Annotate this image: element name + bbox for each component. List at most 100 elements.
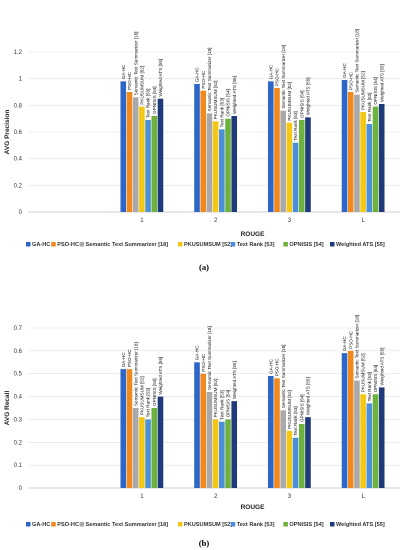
bar-series-label: Weighted ATS [55]: [379, 348, 384, 386]
x-axis-title: ROUGE: [241, 504, 266, 511]
y-tick-label: 0: [19, 486, 23, 492]
legend-swatch: [51, 522, 56, 527]
bar-series-label: Text Rank [53]: [367, 93, 372, 122]
bar: [219, 129, 225, 212]
bar: [305, 117, 311, 212]
bar-series-label: Weighted ATS [55]: [232, 76, 237, 114]
legend-swatch: [26, 242, 31, 247]
bar-series-label: OPNISIS [54]: [299, 90, 304, 118]
bar: [194, 362, 200, 488]
legend-swatch: [230, 522, 236, 527]
bar-series-label: PSO-HC: [275, 67, 280, 86]
y-axis-title: AVG Precision: [4, 110, 11, 155]
bar: [292, 142, 299, 212]
bar: [139, 417, 145, 488]
bar-series-label: GA-HC: [268, 64, 273, 79]
bar: [132, 408, 139, 488]
bar-series-label: PKUSUMSUM [52]: [287, 390, 292, 429]
bar: [292, 437, 299, 488]
legend-label: PSO-HC: [57, 242, 79, 248]
bar-series-label: PKUSUMSUM [52]: [361, 353, 366, 392]
bar: [212, 121, 219, 212]
y-tick-label: 0: [19, 210, 23, 216]
y-tick-label: 0.7: [14, 326, 23, 332]
bar-series-label: OPNISIS [54]: [373, 365, 378, 393]
y-tick-label: 0.6: [14, 349, 23, 355]
y-tick-label: 0.8: [14, 103, 23, 109]
y-tick-label: 0.5: [14, 372, 23, 378]
x-tick-label: 1: [140, 494, 144, 500]
bar: [231, 116, 238, 212]
bar: [225, 118, 231, 212]
bar: [366, 124, 373, 212]
bar: [286, 430, 293, 488]
legend-swatch: [26, 522, 31, 527]
bar-series-label: OPNISIS [54]: [152, 86, 157, 114]
bar-series-label: PSO-HC: [127, 71, 132, 90]
bar-series-label: Semantic Text Summarizer [18]: [207, 48, 212, 112]
bar-series-label: Text Rank [53]: [367, 372, 372, 401]
bar-series-label: PKUSUMSUM [52]: [213, 81, 218, 120]
bar: [206, 113, 213, 212]
figure-caption: (b): [199, 538, 210, 548]
bar: [206, 392, 213, 488]
legend-swatch: [330, 242, 335, 247]
x-tick-label: L: [361, 218, 365, 224]
bar: [157, 98, 164, 212]
bar-series-label: Text Rank [53]: [146, 89, 151, 118]
bar: [219, 421, 225, 488]
bar: [341, 80, 348, 212]
y-tick-label: 0.1: [14, 463, 23, 469]
bar: [360, 112, 366, 212]
legend-label: OPNISIS [54]: [289, 242, 323, 248]
y-tick-label: 1.2: [14, 50, 23, 56]
bar-series-label: PSO-HC: [201, 353, 206, 372]
y-tick-label: 0.2: [14, 183, 23, 189]
bar: [145, 120, 151, 212]
bar-series-label: GA-HC: [121, 64, 126, 79]
legend-label: OPNISIS [54]: [289, 522, 323, 528]
legend-label: PKUSUMSUM [52]: [184, 522, 232, 528]
legend-label: GA-HC: [32, 242, 50, 248]
legend-label: Weighted ATS [55]: [336, 522, 385, 528]
bar-series-label: PKUSUMSUM [52]: [139, 376, 144, 415]
bar-series-label: PSO-HC: [127, 349, 132, 368]
bar-series-label: Weighted ATS [55]: [306, 377, 311, 415]
bar: [347, 350, 354, 488]
bar-series-label: Weighted ATS [55]: [158, 59, 163, 97]
bar: [274, 378, 280, 488]
bar-series-label: OPNISIS [54]: [226, 89, 231, 117]
bar-series-label: Semantic Text Summarizer [18]: [133, 32, 138, 96]
legend-label: Semantic Text Summarizer [18]: [86, 522, 169, 528]
bar: [341, 353, 348, 488]
legend-label: PKUSUMSUM [52]: [184, 242, 232, 248]
y-tick-label: 0.2: [14, 440, 23, 446]
bar-series-label: GA-HC: [195, 67, 200, 82]
bar-series-label: Semantic Text Summarizer [18]: [133, 342, 138, 406]
bar: [274, 88, 280, 212]
bar-series-label: Semantic Text Summarizer [18]: [355, 29, 360, 93]
x-tick-label: 1: [140, 218, 144, 224]
bar: [354, 94, 360, 212]
x-tick-label: 3: [288, 494, 292, 500]
legend-label: PSO-HC: [57, 522, 79, 528]
x-tick-label: 3: [288, 218, 292, 224]
bar-series-label: GA-HC: [342, 63, 347, 78]
bar: [347, 92, 354, 212]
bar-series-label: Text Rank [53]: [293, 406, 298, 435]
bar: [372, 106, 379, 212]
bar: [372, 394, 379, 488]
legend-swatch: [79, 522, 85, 527]
legend-label: Semantic Text Summarizer [18]: [86, 242, 169, 248]
legend-swatch: [178, 522, 183, 527]
bar: [267, 81, 274, 212]
bar: [151, 408, 158, 488]
bar: [360, 394, 366, 488]
bar: [151, 116, 158, 212]
bar-series-label: Semantic Text Summarizer [18]: [355, 315, 360, 379]
y-tick-label: 1: [19, 77, 23, 83]
bar-series-label: Weighted ATS [55]: [158, 357, 163, 395]
